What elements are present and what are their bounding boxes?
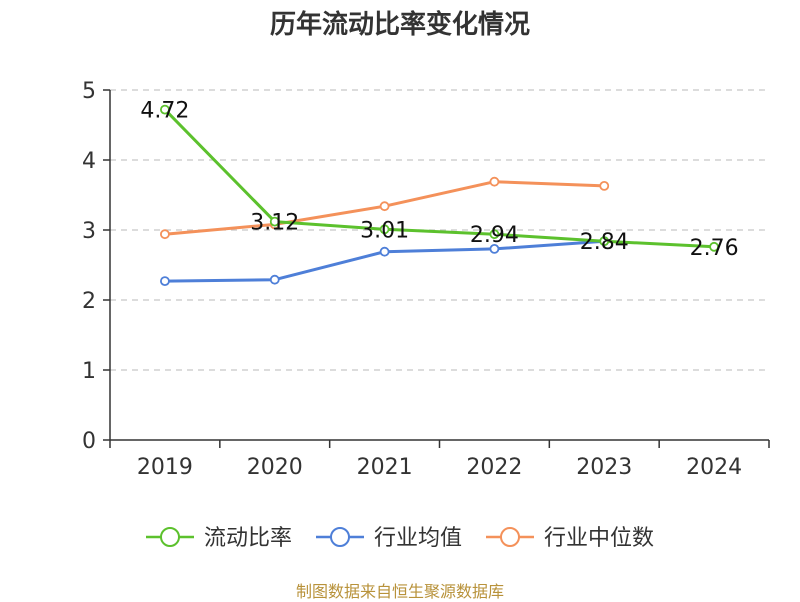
- legend-label: 行业中位数: [544, 526, 654, 551]
- data-label: 2.94: [470, 223, 519, 248]
- legend: 流动比率 行业均值 行业中位数: [146, 526, 654, 551]
- y-tick-label: 5: [82, 79, 96, 104]
- data-label: 2.76: [690, 236, 739, 261]
- legend-marker: [160, 527, 180, 547]
- legend-label: 流动比率: [204, 526, 292, 551]
- source-note: 制图数据来自恒生聚源数据库: [295, 582, 504, 601]
- data-label-layer: 4.72 3.12 3.01 2.94 2.84 2.76: [140, 99, 738, 261]
- legend-marker: [500, 527, 520, 547]
- legend-marker: [330, 527, 350, 547]
- data-label: 2.84: [580, 230, 629, 255]
- data-point: [160, 104, 170, 115]
- data-point: [489, 176, 500, 187]
- data-point: [160, 229, 170, 240]
- x-tick-label: 2019: [137, 455, 193, 480]
- x-tick-label: 2023: [576, 455, 632, 480]
- data-point: [269, 216, 280, 227]
- y-tick-label: 0: [82, 429, 96, 454]
- chart-title: 历年流动比率变化情况: [269, 10, 530, 40]
- x-tick-label: 2024: [686, 455, 742, 480]
- data-label: 3.01: [360, 218, 409, 243]
- y-tick-label: 1: [82, 359, 96, 384]
- series-layer: [160, 104, 719, 287]
- data-point: [599, 180, 610, 191]
- data-point: [489, 243, 500, 254]
- series-line: [163, 108, 715, 249]
- y-tick-label: 4: [82, 149, 96, 174]
- data-point: [379, 201, 390, 212]
- data-label: 3.12: [250, 211, 299, 236]
- data-point: [269, 274, 280, 285]
- data-point: [160, 276, 170, 287]
- data-point: [599, 236, 610, 247]
- legend-label: 行业均值: [374, 526, 462, 551]
- x-tick-label: 2021: [357, 455, 413, 480]
- x-tick-label: 2020: [247, 455, 303, 480]
- data-label: 4.72: [140, 99, 189, 124]
- data-point: [489, 229, 500, 240]
- data-point: [379, 246, 390, 257]
- y-tick-label: 2: [82, 289, 96, 314]
- data-point: [379, 224, 390, 235]
- axis-layer: 0 1 2 3 4 5 2019 2020 2021 2022 2023 2024: [82, 79, 770, 480]
- data-point: [709, 241, 719, 252]
- y-tick-label: 3: [82, 219, 96, 244]
- x-tick-label: 2022: [466, 455, 522, 480]
